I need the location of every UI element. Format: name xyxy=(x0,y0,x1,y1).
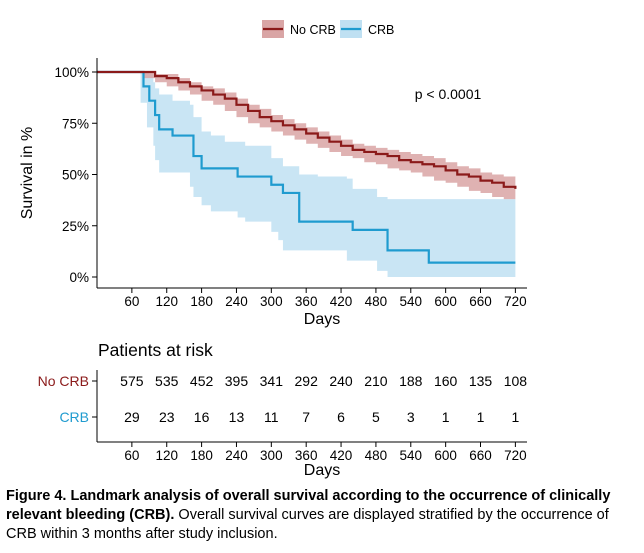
x-tick-label: 180 xyxy=(190,294,213,309)
p-value-annotation: p < 0.0001 xyxy=(415,86,482,102)
risk-count: 188 xyxy=(399,373,423,389)
risk-x-tick-label: 600 xyxy=(434,448,457,463)
risk-count: 575 xyxy=(120,373,144,389)
chart-legend: No CRB CRB xyxy=(262,20,394,38)
risk-x-tick-label: 300 xyxy=(260,448,283,463)
x-tick-label: 360 xyxy=(295,294,318,309)
x-tick-label: 480 xyxy=(365,294,388,309)
x-tick-label: 240 xyxy=(225,294,248,309)
x-tick-label: 300 xyxy=(260,294,283,309)
risk-x-tick-label: 180 xyxy=(190,448,213,463)
risk-count: 341 xyxy=(260,373,284,389)
figure-caption: Figure 4. Landmark analysis of overall s… xyxy=(6,487,638,544)
risk-count: 13 xyxy=(229,409,245,425)
risk-count: 1 xyxy=(477,409,485,425)
x-tick-label: 420 xyxy=(330,294,353,309)
risk-count: 135 xyxy=(469,373,493,389)
caption-bold: Figure 4. Landmark analysis of overall s… xyxy=(6,488,611,523)
risk-count: 11 xyxy=(264,409,279,425)
y-axis-title: Survival in % xyxy=(19,127,36,219)
legend-label-crb: CRB xyxy=(368,23,394,37)
y-tick-label: 75% xyxy=(62,116,89,131)
ci-band-crb xyxy=(97,72,516,277)
ci-band-no-crb xyxy=(97,72,516,200)
risk-x-tick-label: 660 xyxy=(469,448,492,463)
risk-count: 7 xyxy=(302,409,310,425)
risk-count: 29 xyxy=(124,409,140,425)
risk-row-label: No CRB xyxy=(38,373,89,389)
risk-x-tick-label: 720 xyxy=(504,448,527,463)
caption-text: Overall survival curves are displayed st… xyxy=(6,507,609,542)
risk-x-tick-label: 240 xyxy=(225,448,248,463)
x-tick-label: 660 xyxy=(469,294,492,309)
risk-x-tick-label: 360 xyxy=(295,448,318,463)
x-tick-label: 720 xyxy=(504,294,527,309)
x-tick-label: 540 xyxy=(400,294,423,309)
survival-line-crb xyxy=(97,70,516,264)
risk-x-tick-label: 420 xyxy=(330,448,353,463)
risk-count: 210 xyxy=(364,373,388,389)
risk-count: 452 xyxy=(190,373,214,389)
x-tick-label: 60 xyxy=(124,294,139,309)
risk-count: 3 xyxy=(407,409,415,425)
risk-row-label: CRB xyxy=(59,409,89,425)
y-tick-label: 100% xyxy=(54,65,89,80)
risk-count: 16 xyxy=(194,409,210,425)
risk-x-tick-label: 120 xyxy=(155,448,178,463)
y-tick-label: 50% xyxy=(62,168,89,183)
legend-label-no-crb: No CRB xyxy=(290,23,336,37)
survival-line-no-crb xyxy=(97,70,517,189)
risk-count: 292 xyxy=(295,373,319,389)
risk-x-tick-label: 480 xyxy=(365,448,388,463)
risk-count: 395 xyxy=(225,373,249,389)
risk-count: 5 xyxy=(372,409,380,425)
risk-count: 160 xyxy=(434,373,458,389)
risk-count: 535 xyxy=(155,373,179,389)
risk-x-tick-label: 540 xyxy=(400,448,423,463)
y-tick-label: 0% xyxy=(69,270,89,285)
risk-count: 240 xyxy=(329,373,353,389)
risk-count: 108 xyxy=(504,373,528,389)
risk-x-tick-label: 60 xyxy=(124,448,139,463)
y-tick-label: 25% xyxy=(62,219,89,234)
risk-count: 1 xyxy=(511,409,519,425)
x-axis-title: Days xyxy=(304,311,340,328)
risk-count: 6 xyxy=(337,409,345,425)
risk-x-axis-title: Days xyxy=(304,462,340,479)
x-tick-label: 120 xyxy=(155,294,178,309)
survival-plot: 0% 25% 50% 75% 100% 60 120 180 240 300 360 420 480 54… xyxy=(19,58,527,328)
x-tick-label: 600 xyxy=(434,294,457,309)
risk-count: 1 xyxy=(442,409,450,425)
risk-count: 23 xyxy=(159,409,175,425)
risk-table-title: Patients at risk xyxy=(98,340,213,360)
